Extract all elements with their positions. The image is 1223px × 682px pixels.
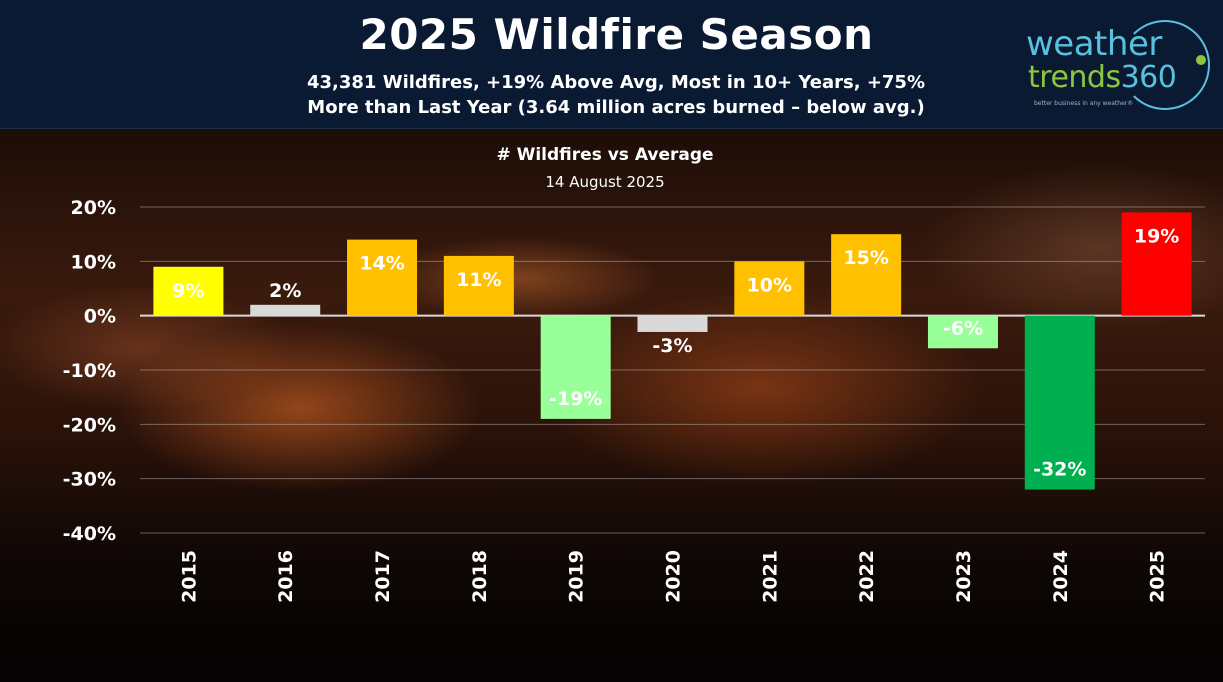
chart-title: # Wildfires vs Average (496, 145, 714, 165)
bar-2016 (250, 304, 321, 316)
x-tick-label-2016: 2016 (275, 550, 297, 603)
logo-word-trends: trends360 (1028, 60, 1177, 95)
y-tick-label: 10% (71, 251, 116, 273)
logo-ring (1120, 20, 1210, 110)
logo-tagline: better business in any weather® (1034, 100, 1134, 107)
page-subtitle: 43,381 Wildfires, +19% Above Avg, Most i… (307, 72, 925, 118)
bar-2021 (734, 261, 805, 316)
bar-2024 (1024, 315, 1095, 490)
y-tick-label: -30% (63, 469, 116, 491)
bar-2019 (540, 315, 611, 419)
data-labels: 9% 2% 14% 11% -19% -3% 10% 15% -6% -32% 19% (172, 225, 1179, 480)
x-tick-label-2018: 2018 (469, 550, 491, 603)
data-label-2018: 11% (456, 269, 501, 291)
x-tick-label-2021: 2021 (759, 550, 781, 603)
data-label-2019: -19% (549, 388, 602, 410)
bar-2017 (347, 239, 418, 316)
x-axis-ticks: 2015 2016 2017 2018 2019 2020 2021 2022 2023 2024… (178, 550, 1168, 603)
logo-dot (1196, 55, 1206, 65)
wildfire-background-photo (0, 128, 1223, 682)
bar-2025 (1121, 212, 1192, 316)
header-banner: 2025 Wildfire Season 43,381 Wildfires, +… (0, 0, 1223, 129)
x-tick-label-2019: 2019 (566, 550, 588, 603)
x-tick-label-2022: 2022 (856, 550, 878, 603)
x-tick-label-2024: 2024 (1050, 550, 1072, 603)
data-label-2025: 19% (1134, 225, 1179, 247)
x-tick-label-2020: 2020 (663, 550, 685, 603)
data-label-2017: 14% (359, 253, 404, 275)
data-label-2015: 9% (172, 280, 204, 302)
x-tick-label-2015: 2015 (178, 550, 200, 603)
data-label-2024: -32% (1033, 459, 1086, 481)
y-axis-ticks: 20% 10% 0% -10% -20% -30% -40% (63, 197, 116, 545)
logo-word-weather: weather (1026, 24, 1162, 64)
chart-subtitle: 14 August 2025 (545, 173, 665, 191)
bar-2020 (637, 315, 708, 332)
x-tick-label-2025: 2025 (1147, 550, 1169, 603)
bars (153, 212, 1192, 490)
y-tick-label: 20% (71, 197, 116, 219)
y-tick-label: -20% (63, 414, 116, 436)
bar-2023 (927, 315, 998, 349)
data-label-2021: 10% (747, 274, 792, 296)
weathertrends360-logo: weather trends360 better business in any… (1020, 16, 1216, 120)
bar-2022 (831, 234, 902, 316)
x-tick-label-2017: 2017 (372, 550, 394, 603)
x-tick-label-2023: 2023 (953, 550, 975, 603)
page-title: 2025 Wildfire Season (359, 10, 874, 59)
y-tick-label: 0% (84, 306, 116, 328)
y-tick-label: -10% (63, 360, 116, 382)
data-label-2023: -6% (943, 317, 983, 339)
logo-360-text: 360 (1120, 60, 1177, 95)
data-label-2016: 2% (269, 280, 301, 302)
bar-2015 (153, 266, 224, 316)
data-label-2022: 15% (843, 247, 888, 269)
y-tick-label: -40% (63, 523, 116, 545)
bar-2018 (443, 255, 514, 316)
logo-trends-text: trends (1028, 60, 1121, 95)
data-label-2020: -3% (652, 335, 692, 357)
